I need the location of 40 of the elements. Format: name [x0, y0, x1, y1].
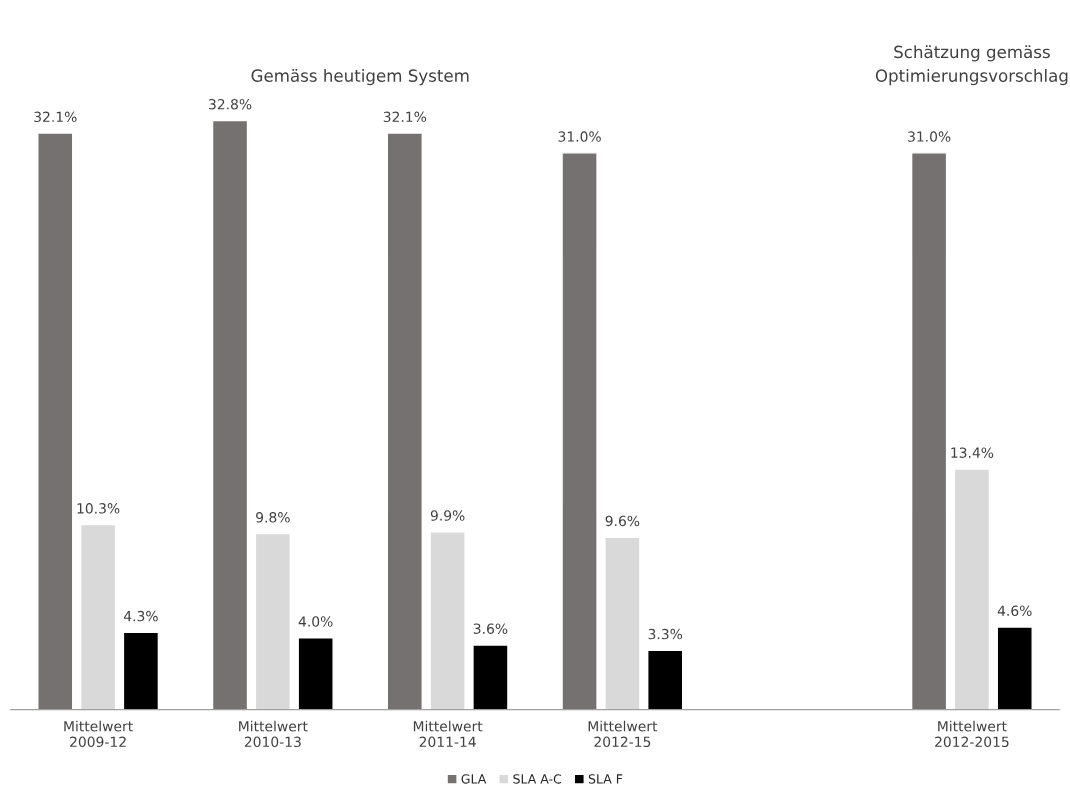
bar — [647, 649, 684, 710]
bar — [211, 119, 249, 710]
data-label: 31.0% — [558, 131, 601, 142]
x-tick-label: Mittelwert 2012-15 — [588, 720, 658, 748]
data-label: 4.3% — [123, 610, 158, 622]
bar — [472, 644, 509, 710]
data-label: 13.4% — [951, 447, 994, 458]
data-label: 9.8% — [256, 512, 290, 523]
bar — [910, 152, 948, 710]
x-tick-label: Mittelwert 2011-14 — [413, 720, 483, 748]
legend-label: SLA F — [588, 774, 623, 784]
bar — [79, 523, 117, 710]
legend-label: GLA — [461, 774, 487, 784]
bar — [996, 626, 1033, 710]
bar — [604, 536, 641, 710]
data-label: 31.0% — [908, 131, 951, 142]
data-label: 9.6% — [605, 515, 640, 527]
data-label: 4.0% — [298, 616, 333, 627]
bar — [561, 152, 598, 710]
text: Gemäss heutigem System — [251, 69, 469, 86]
data-label: 4.6% — [997, 605, 1032, 616]
bar — [953, 468, 991, 710]
data-label: 3.3% — [648, 628, 683, 640]
x-tick-label: Mittelwert 2012-2015 — [935, 720, 1009, 748]
data-label: 32.1% — [383, 111, 427, 123]
text: Schätzung gemäss Optimierungsvorschlag — [875, 45, 1068, 86]
data-label: 32.8% — [209, 98, 252, 110]
bar — [254, 532, 292, 710]
bar — [386, 132, 423, 710]
data-label: 9.9% — [430, 510, 465, 521]
data-label: 10.3% — [77, 503, 120, 514]
data-label: 3.6% — [473, 623, 508, 634]
x-tick-label: Mittelwert 2009-12 — [64, 720, 133, 748]
legend-label: SLA A-C — [513, 774, 562, 784]
bar — [297, 637, 334, 710]
bar — [122, 631, 160, 710]
data-label: 32.1% — [34, 111, 77, 123]
bar — [37, 132, 74, 710]
x-tick-label: Mittelwert 2010-13 — [239, 720, 308, 748]
bar — [429, 531, 466, 710]
